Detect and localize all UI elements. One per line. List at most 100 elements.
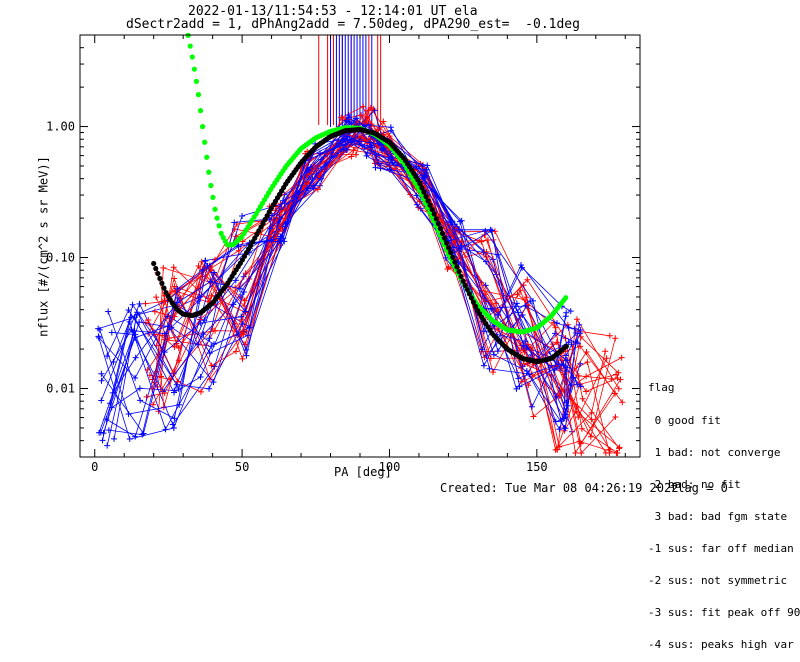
legend-item: -2 sus: not symmetric xyxy=(648,574,788,588)
data-point-marker xyxy=(423,166,430,173)
data-point-marker xyxy=(95,333,102,340)
data-point-marker xyxy=(197,320,204,327)
sweep-line xyxy=(106,138,575,390)
data-point-marker xyxy=(170,264,177,271)
data-point-marker xyxy=(606,332,613,339)
fit-curve-point xyxy=(456,269,462,275)
data-point-marker xyxy=(606,446,613,453)
data-point-marker xyxy=(98,370,105,377)
fit-curve-point xyxy=(563,295,569,301)
data-point-marker xyxy=(456,218,463,225)
data-point-marker xyxy=(457,245,464,252)
data-point-marker xyxy=(373,159,380,166)
fit-curve-point xyxy=(216,223,222,229)
data-point-marker xyxy=(615,369,622,376)
data-point-marker xyxy=(137,397,144,404)
data-point-marker xyxy=(345,143,352,150)
data-point-marker xyxy=(239,355,246,362)
fit-curve-point xyxy=(157,275,163,282)
data-point-marker xyxy=(105,427,112,434)
data-point-marker xyxy=(368,121,375,128)
fit-curve-point xyxy=(419,185,425,191)
data-point-marker xyxy=(524,276,531,283)
data-point-marker xyxy=(495,311,502,318)
sweep-line xyxy=(97,142,579,394)
fit-curve-point xyxy=(466,291,472,297)
data-point-marker xyxy=(103,416,110,423)
sweep-line xyxy=(100,124,567,433)
data-point-marker xyxy=(562,425,569,432)
data-point-marker xyxy=(517,287,524,294)
data-point-marker xyxy=(577,343,584,350)
data-point-marker xyxy=(153,294,160,301)
data-point-marker xyxy=(552,330,559,337)
fit-curve-point xyxy=(214,215,220,221)
sweep-line xyxy=(109,125,582,404)
data-point-marker xyxy=(142,300,149,307)
data-point-marker xyxy=(583,373,590,380)
data-point-marker xyxy=(132,354,139,361)
fit-curve-point xyxy=(423,193,429,200)
x-axis-label: PA [deg] xyxy=(334,465,392,479)
data-point-marker xyxy=(481,328,488,335)
data-point-marker xyxy=(134,309,141,316)
fit-curve-point xyxy=(417,180,423,187)
y-tick-label: 0.10 xyxy=(46,251,75,265)
fit-curve-point xyxy=(421,189,427,195)
data-point-marker xyxy=(202,257,209,264)
data-point-marker xyxy=(98,397,105,404)
data-point-marker xyxy=(424,162,431,169)
data-point-marker xyxy=(572,339,579,346)
data-point-marker xyxy=(372,164,379,171)
data-point-marker xyxy=(367,104,374,111)
fit-curve-point xyxy=(200,124,206,130)
data-point-marker xyxy=(558,418,565,425)
data-point-marker xyxy=(560,415,567,422)
data-point-marker xyxy=(240,331,247,338)
data-point-marker xyxy=(578,450,585,456)
data-point-marker xyxy=(96,326,103,333)
data-point-marker xyxy=(131,327,138,334)
data-point-marker xyxy=(170,425,177,432)
data-point-marker xyxy=(239,238,246,245)
fit-curve-point xyxy=(206,169,212,175)
data-point-marker xyxy=(231,219,238,226)
legend-item: 2 bad: no fit xyxy=(648,477,741,491)
data-point-marker xyxy=(235,243,242,250)
data-point-marker xyxy=(578,425,585,432)
data-point-marker xyxy=(232,277,239,284)
fit-curve-point xyxy=(454,264,460,270)
data-point-marker xyxy=(363,152,370,159)
data-point-marker xyxy=(241,297,248,304)
data-point-marker xyxy=(617,376,624,383)
data-point-marker xyxy=(389,159,396,166)
data-point-marker xyxy=(175,385,182,392)
data-point-marker xyxy=(520,360,527,367)
data-point-marker xyxy=(567,308,574,315)
fit-curve-point xyxy=(425,198,431,204)
data-point-marker xyxy=(415,204,422,211)
data-point-marker xyxy=(301,183,308,190)
fit-curve-point xyxy=(472,303,479,309)
data-point-marker xyxy=(568,341,575,348)
data-point-marker xyxy=(619,399,626,406)
data-point-marker xyxy=(523,294,530,301)
data-layer xyxy=(95,32,626,456)
data-point-marker xyxy=(352,115,359,122)
data-point-marker xyxy=(614,374,621,381)
data-point-marker xyxy=(272,207,279,214)
x-tick-label: 50 xyxy=(235,460,249,474)
data-point-marker xyxy=(345,114,352,121)
data-point-marker xyxy=(239,212,246,219)
sweep-line xyxy=(98,126,567,433)
data-point-marker xyxy=(129,301,136,308)
data-point-marker xyxy=(132,375,139,382)
data-point-marker xyxy=(158,373,165,380)
fit-curve-point xyxy=(189,54,195,60)
data-point-marker xyxy=(491,228,498,235)
chart-subtitle: dSectr2add = 1, dPhAng2add = 7.50deg, dP… xyxy=(126,17,580,32)
flag-legend: flag 0 good fit 1 bad: not converge 2 ba… xyxy=(648,362,800,662)
data-point-marker xyxy=(375,160,382,167)
data-point-marker xyxy=(173,381,180,388)
data-point-marker xyxy=(556,392,563,399)
